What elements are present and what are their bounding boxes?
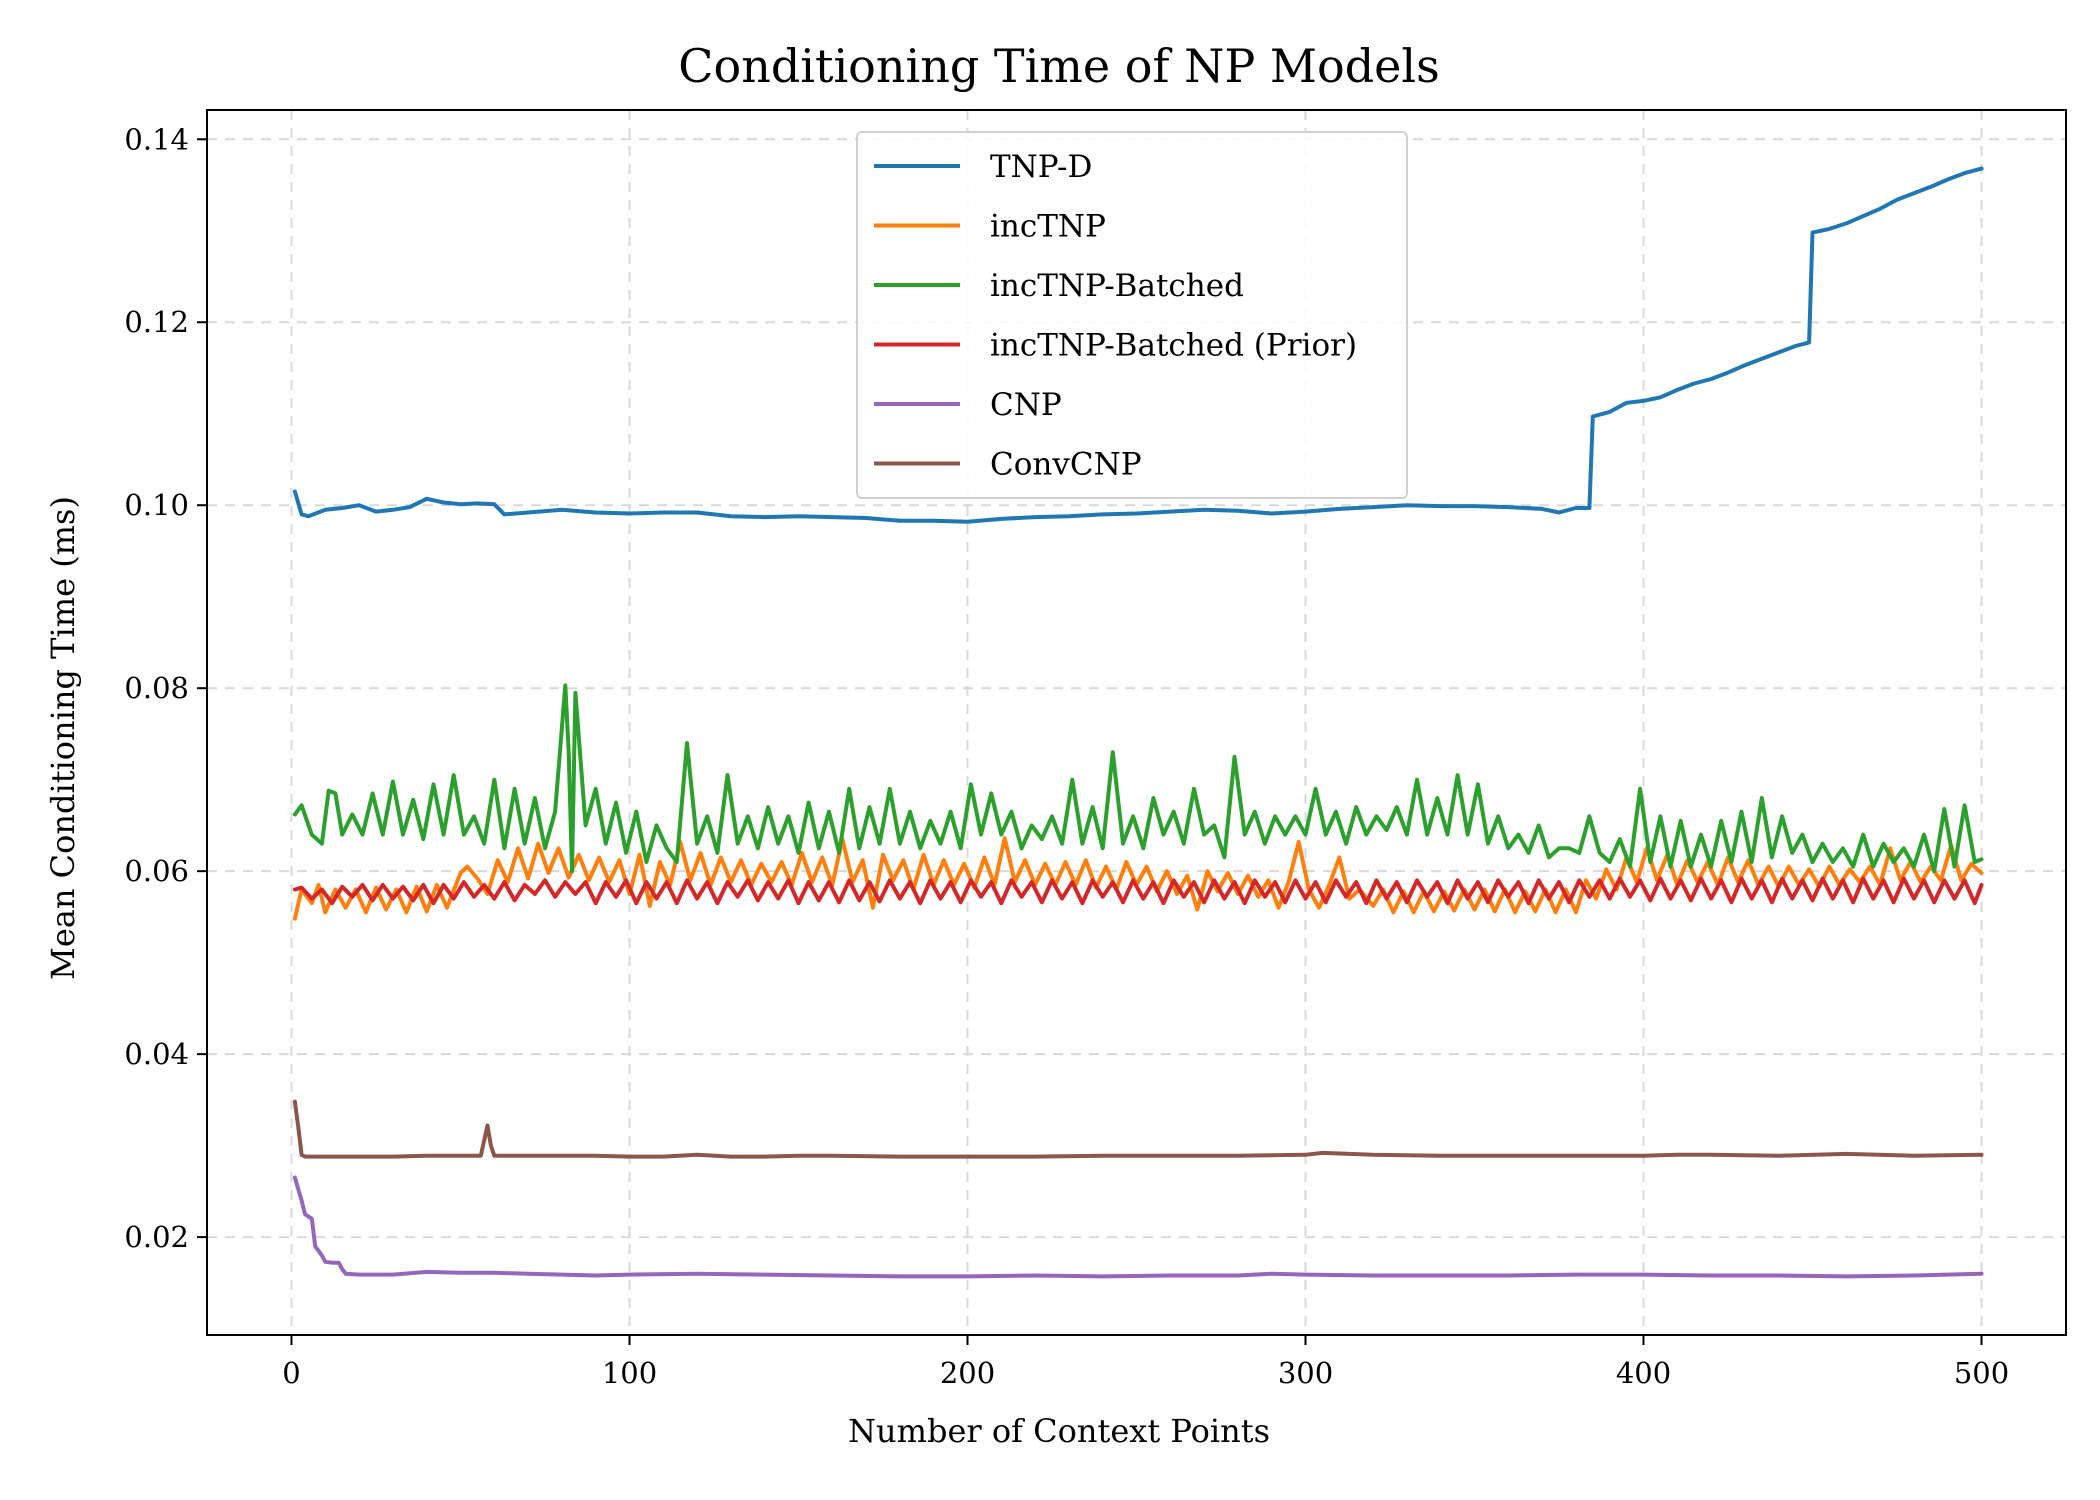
x-tick-label: 100	[602, 1356, 657, 1390]
x-tick-label: 300	[1278, 1356, 1333, 1390]
x-tick-label: 500	[1954, 1356, 2009, 1390]
x-tick-label: 200	[940, 1356, 995, 1390]
series-layer	[292, 166, 1984, 1279]
legend-label: ConvCNP	[990, 447, 1142, 483]
plot-area-frame	[206, 109, 2067, 1336]
series-line-2	[292, 683, 1984, 874]
y-tick-label: 0.12	[124, 305, 189, 339]
series-line-4	[292, 1175, 1984, 1279]
y-tick-label: 0.10	[124, 488, 189, 522]
y-axis-ticks: 0.02 0.04 0.06 0.08 0.10 0.12 0.14	[124, 122, 207, 1254]
y-tick-label: 0.04	[124, 1037, 189, 1071]
chart-title: Conditioning Time of NP Models	[678, 39, 1439, 93]
y-tick-label: 0.08	[124, 671, 189, 705]
legend-label: CNP	[990, 387, 1062, 423]
x-tick-label: 0	[282, 1356, 300, 1390]
x-tick-label: 400	[1616, 1356, 1671, 1390]
legend-label: incTNP-Batched (Prior)	[990, 328, 1357, 364]
legend: TNP-D incTNP incTNP-Batched incTNP-Batched …	[856, 131, 1408, 499]
series-line-5	[292, 1099, 1984, 1159]
y-tick-label: 0.14	[124, 122, 189, 156]
series-line-0	[292, 166, 1984, 524]
legend-label: TNP-D	[990, 149, 1092, 185]
x-axis-ticks: 0 100 200 300 400 500	[282, 1335, 2009, 1390]
legend-label: incTNP	[990, 209, 1106, 245]
legend-box	[856, 131, 1408, 499]
series-line-3	[292, 876, 1984, 906]
y-tick-label: 0.02	[124, 1220, 189, 1254]
y-tick-label: 0.06	[124, 854, 189, 888]
legend-label: incTNP-Batched	[990, 268, 1244, 304]
x-axis-label: Number of Context Points	[848, 1412, 1270, 1450]
y-axis-label: Mean Conditioning Time (ms)	[44, 496, 82, 980]
